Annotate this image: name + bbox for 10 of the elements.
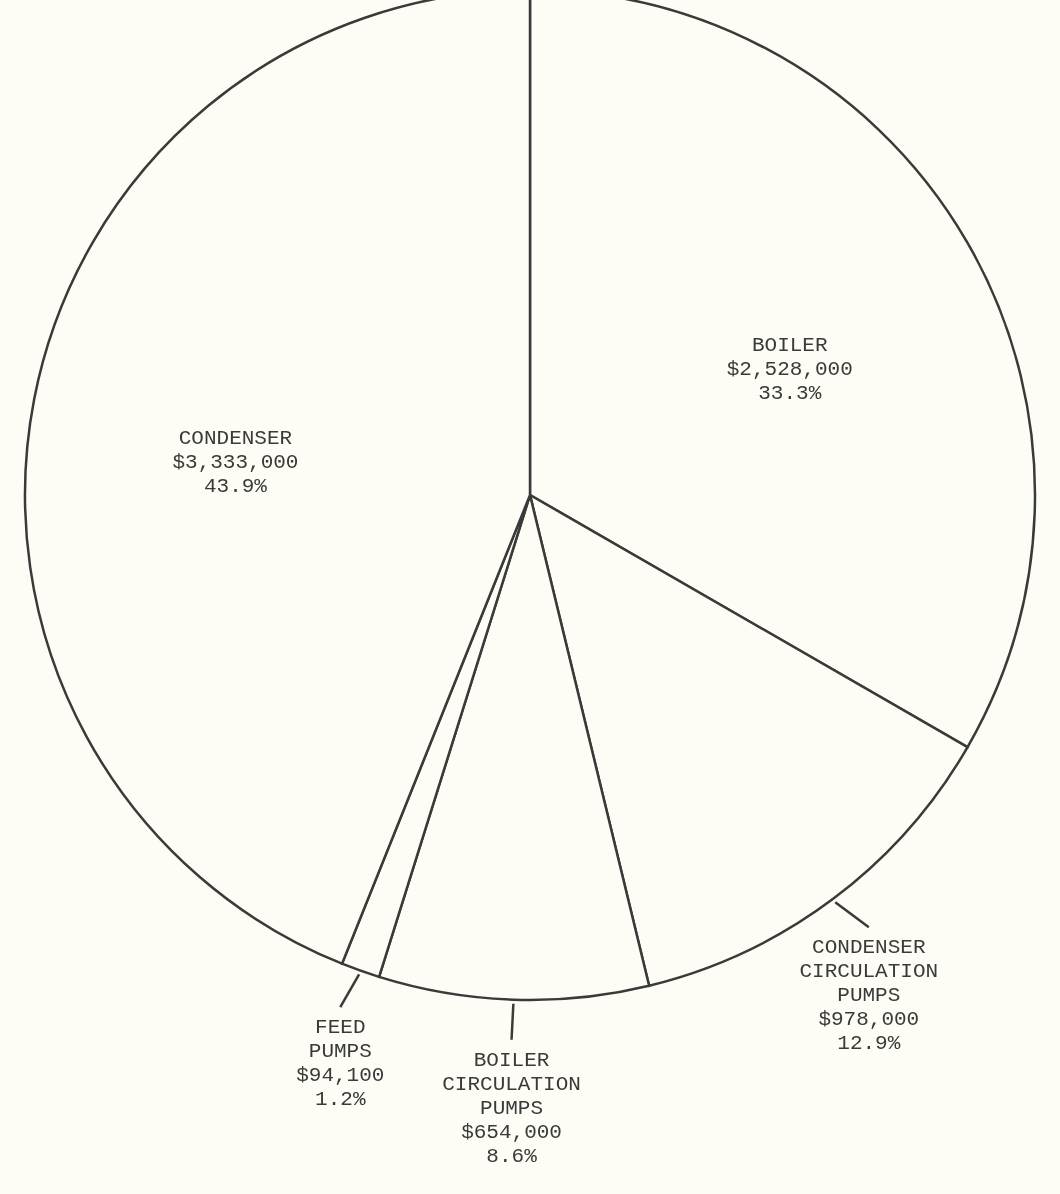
slice-label: BOILER CIRCULATION PUMPS (442, 1048, 581, 1120)
data-label: $3,333,000 43.9% (172, 451, 299, 499)
slice-label: BOILER (751, 333, 828, 357)
data-label: $2,528,000 33.3% (726, 357, 853, 405)
data-label: $94,100 1.2% (296, 1064, 385, 1112)
slice-label: FEED PUMPS (308, 1016, 372, 1064)
slice-label: CONDENSER (178, 427, 293, 451)
data-label: $654,000 8.6% (461, 1120, 562, 1168)
slice-label: CONDENSER CIRCULATION PUMPS (799, 936, 939, 1008)
data-label: $978,000 12.9% (818, 1008, 920, 1056)
